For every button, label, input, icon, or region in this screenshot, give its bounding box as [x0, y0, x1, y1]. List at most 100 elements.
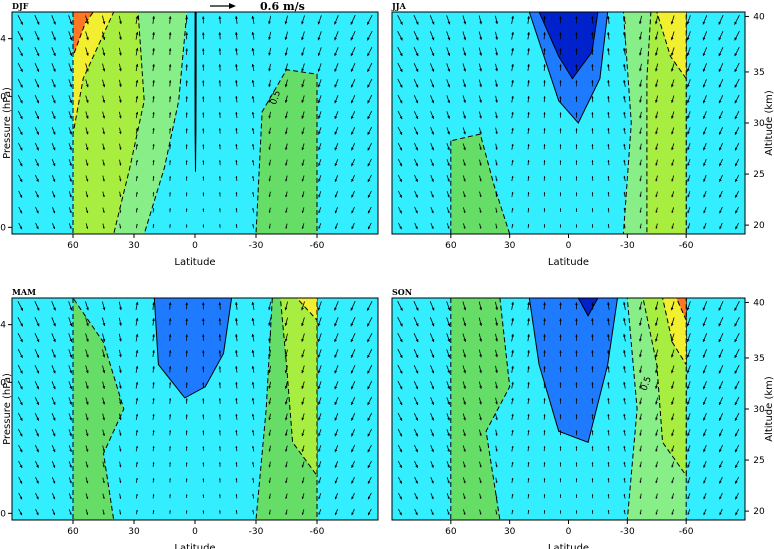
wind-vector-head	[268, 21, 271, 25]
wind-vector-head	[623, 445, 626, 448]
wind-vector-head	[268, 417, 271, 421]
wind-vector-head	[102, 179, 105, 182]
wind-vector-head	[671, 84, 674, 88]
wind-vector-head	[511, 493, 514, 496]
wind-vector-head	[119, 417, 122, 421]
wind-vector-head	[639, 21, 642, 25]
wind-vector-head	[235, 16, 238, 19]
wind-vector-head	[607, 334, 610, 337]
x-tick-label: 60	[445, 241, 457, 251]
wind-vector-head	[334, 449, 338, 453]
wind-vector-head	[152, 350, 155, 353]
wind-vector-head	[268, 179, 271, 182]
wind-vector-head	[670, 323, 674, 327]
wind-vector-head	[495, 115, 498, 119]
wind-vector-head	[85, 68, 89, 72]
wind-vector-head	[135, 63, 139, 67]
wind-vector-head	[463, 21, 467, 25]
wind-vector-head	[719, 480, 722, 484]
wind-vector-head	[318, 147, 321, 151]
wind-vector-head	[431, 354, 435, 358]
wind-vector-head	[285, 131, 288, 135]
wind-vector-head	[415, 131, 418, 135]
wind-vector-head	[703, 163, 706, 167]
wind-vector-head	[431, 386, 435, 390]
wind-vector-head	[85, 163, 89, 166]
wind-vector-head	[655, 354, 658, 358]
wind-vector-head	[136, 207, 138, 210]
wind-vector-head	[367, 116, 371, 120]
altitude-tick-label: 40	[753, 298, 765, 308]
wind-vector-head	[218, 80, 222, 83]
wind-vector-head	[431, 131, 434, 135]
wind-vector-head	[52, 480, 56, 484]
wind-vector-head	[702, 100, 706, 104]
wind-vector-head	[463, 386, 466, 389]
wind-vector-head	[479, 52, 482, 56]
wind-vector-head	[85, 433, 89, 437]
wind-vector-head	[670, 52, 674, 56]
wind-vector-head	[317, 386, 321, 390]
wind-vector-head	[686, 354, 690, 358]
wind-vector-head	[268, 480, 271, 483]
wind-vector-head	[334, 100, 338, 104]
wind-vector-head	[301, 68, 305, 72]
wind-vector-head	[135, 429, 138, 433]
wind-vector-head	[152, 494, 155, 496]
wind-vector-head	[268, 68, 271, 72]
wind-vector-head	[202, 446, 205, 448]
wind-vector-head	[235, 318, 238, 321]
wind-vector-head	[102, 496, 105, 499]
wind-vector-head	[623, 493, 626, 496]
wind-vector-head	[559, 32, 562, 35]
wind-vector-head	[19, 226, 22, 230]
wind-vector-head	[511, 397, 514, 401]
wind-vector-head	[479, 68, 482, 72]
wind-vector-head	[36, 53, 40, 57]
wind-vector-head	[284, 37, 288, 40]
wind-vector-head	[687, 226, 690, 229]
wind-vector-head	[559, 176, 562, 178]
wind-vector-head	[399, 449, 402, 453]
wind-vector-head	[318, 480, 321, 484]
wind-vector-head	[285, 210, 288, 213]
wind-vector-head	[52, 401, 56, 405]
wind-vector-head	[102, 307, 106, 311]
wind-vector-head	[671, 433, 674, 437]
wind-vector-head	[252, 159, 255, 162]
wind-vector-head	[351, 512, 354, 516]
wind-vector-head	[202, 144, 205, 147]
pressure-tick-label: 10	[0, 378, 6, 388]
wind-vector-head	[219, 208, 221, 210]
wind-vector-head	[69, 210, 72, 214]
wind-vector-head	[168, 350, 172, 353]
wind-vector-head	[367, 465, 371, 468]
wind-vector-head	[735, 449, 738, 453]
wind-vector-head	[718, 68, 722, 72]
wind-vector-head	[527, 112, 530, 115]
wind-vector-head	[703, 433, 706, 437]
wind-vector-head	[447, 226, 450, 229]
wind-vector-head	[399, 147, 402, 151]
wind-vector-head	[20, 84, 23, 88]
wind-vector-head	[415, 307, 419, 311]
wind-vector-head	[218, 366, 222, 369]
wind-vector-head	[86, 21, 89, 25]
wind-vectors	[397, 15, 740, 230]
wind-vector-head	[559, 302, 562, 305]
wind-vector-head	[559, 192, 562, 194]
wind-vector-head	[399, 53, 403, 57]
wind-vector-head	[301, 417, 305, 421]
wind-vector-head	[69, 307, 73, 311]
wind-vector-head	[135, 15, 139, 19]
wind-vector-head	[543, 510, 546, 512]
wind-vector-head	[718, 84, 722, 88]
wind-vector-head	[69, 401, 72, 405]
wind-vector-head	[235, 494, 238, 496]
wind-vector-head	[495, 386, 498, 389]
wind-vector-head	[152, 414, 155, 417]
wind-vector-head	[687, 449, 690, 452]
wind-vector-head	[135, 31, 139, 35]
wind-vector-head	[639, 322, 642, 326]
wind-vector-head	[431, 307, 435, 311]
